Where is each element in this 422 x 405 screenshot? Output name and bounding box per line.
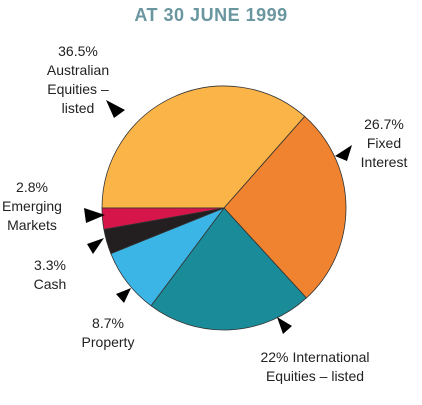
value-label: 36.5% (58, 43, 98, 59)
value-label: 3.3% (34, 257, 66, 273)
pointer (106, 100, 125, 118)
pointer (116, 288, 131, 303)
pointer (84, 208, 105, 223)
category-label: Fixed Interest (360, 135, 408, 170)
slice-label: 3.3% Cash (25, 256, 75, 294)
value-label: 2.8% (16, 179, 48, 195)
slice-label: 26.7% Fixed Interest (352, 115, 416, 172)
pie-slice (150, 207, 307, 331)
category-label: Property (81, 334, 135, 350)
pie-slice (101, 207, 225, 230)
category-label: International Equities – listed (265, 349, 370, 384)
pointer (277, 317, 292, 334)
slice-label: 36.5% Australian Equities – listed (40, 42, 116, 118)
pie-slice (223, 115, 347, 299)
chart-title: AT 30 JUNE 1999 (134, 5, 288, 25)
value-label: 26.7% (364, 116, 404, 132)
slice-label: 22% International Equities – listed (249, 348, 381, 386)
pie-slice (101, 85, 306, 209)
pointer (335, 145, 352, 161)
value-label: 8.7% (92, 315, 124, 331)
pointer (87, 238, 104, 254)
slice-label: 8.7% Property (72, 314, 144, 352)
category-label: Cash (33, 276, 67, 292)
value-label: 22% (260, 349, 289, 365)
category-label: Australian Equities – listed (46, 62, 110, 116)
category-label: Emerging Markets (2, 198, 62, 233)
slice-label: 2.8% Emerging Markets (0, 178, 68, 235)
